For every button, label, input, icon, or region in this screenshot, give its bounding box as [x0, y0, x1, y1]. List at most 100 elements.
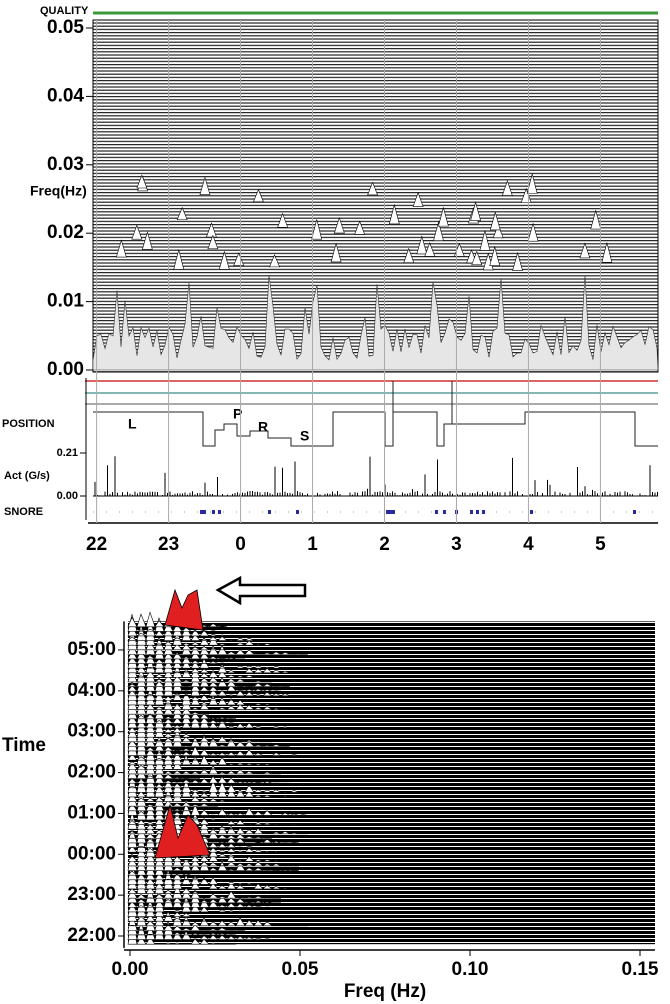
y-tick-label: 0.05	[47, 17, 84, 38]
x-axis-label: Freq (Hz)	[344, 981, 426, 1002]
spectral-blob	[424, 242, 436, 257]
waterfall-peak	[127, 788, 219, 808]
y-axis-label: Freq(Hz)	[30, 183, 87, 199]
spectral-blob	[438, 206, 449, 227]
spectral-blob	[492, 224, 504, 239]
snore-event	[435, 510, 438, 514]
waterfall-peak	[127, 918, 273, 941]
y-tick-label: 0.04	[47, 85, 84, 106]
spectral-blob	[269, 254, 280, 268]
spectral-blob	[367, 181, 379, 196]
waterfall-peak	[127, 766, 291, 784]
snore-event	[268, 510, 271, 514]
spectral-blob	[489, 211, 501, 231]
y-tick-label: 03:00	[67, 721, 116, 742]
x-tick-label: 5	[595, 534, 606, 555]
spectral-blob	[333, 216, 345, 234]
waterfall-peak	[127, 776, 192, 789]
y-tick-label: 04:00	[67, 680, 116, 701]
x-tick-label: 22	[86, 534, 107, 555]
position-trace	[93, 411, 658, 447]
spectral-blob	[403, 247, 415, 263]
spectral-blob	[416, 235, 428, 255]
y-tick-label: 0.03	[47, 154, 84, 175]
position-annotation: S	[300, 428, 309, 444]
y-tick-label: 0.01	[47, 291, 84, 312]
spectral-blob	[526, 172, 538, 194]
position-annotation: R	[258, 419, 268, 435]
snore-event	[296, 510, 299, 514]
waterfall-peak	[127, 786, 237, 803]
spectral-blob	[489, 245, 501, 267]
snore-event	[392, 510, 395, 514]
x-tick-label: 2	[379, 534, 390, 555]
waterfall-peak	[127, 848, 291, 863]
spectral-blob	[252, 188, 264, 203]
position-annotation: L	[128, 416, 137, 432]
spectral-blob	[527, 222, 539, 242]
waterfall-peak	[127, 815, 309, 835]
arrow	[215, 575, 307, 606]
spectral-blob	[479, 230, 491, 251]
spectral-blob	[471, 250, 483, 266]
x-tick-label: 3	[451, 534, 462, 555]
waterfall-peak	[127, 916, 237, 936]
spectral-blob	[218, 250, 230, 270]
y-axis-label: Time	[2, 735, 46, 756]
waterfall-peak	[127, 642, 246, 660]
y-tick-label: 0.02	[47, 222, 84, 243]
snore-event	[482, 510, 485, 514]
spectral-blob	[579, 242, 591, 259]
x-tick-label: 0	[235, 534, 246, 555]
x-tick-label: 0.10	[452, 959, 489, 980]
activity-tick-label: 0.00	[57, 490, 78, 502]
spectral-blob	[176, 206, 188, 221]
x-tick-label: 0.00	[112, 959, 149, 980]
highlight-peak	[154, 803, 211, 859]
waterfall-peak	[127, 872, 300, 890]
activity-tick-label: 0.21	[57, 447, 78, 459]
y-tick-label: 01:00	[67, 802, 116, 823]
spectral-blob	[199, 176, 211, 195]
snore-event	[218, 510, 221, 514]
spectral-blob	[277, 212, 289, 228]
position-label: POSITION	[2, 418, 55, 430]
snore-event	[470, 510, 473, 514]
snore-event	[476, 510, 479, 514]
waterfall-peak	[127, 673, 282, 693]
spectral-peaks	[92, 275, 659, 371]
spectral-blob	[206, 222, 217, 238]
spectral-blob	[590, 209, 602, 230]
spectral-blob	[601, 242, 613, 263]
bottom-panel: 22:00 23:00 00:00 01:00 02:00 03:00 04:00 05:00…	[2, 575, 659, 1002]
y-tick-label: 0.00	[47, 359, 84, 380]
y-tick-label: 00:00	[67, 843, 116, 864]
waterfall-peak	[127, 613, 219, 633]
snore-event	[443, 510, 446, 514]
spectral-blob	[207, 234, 219, 250]
y-tick-label: 23:00	[67, 884, 116, 905]
snore-event	[530, 510, 533, 514]
y-tick-label: 02:00	[67, 762, 116, 783]
x-tick-label: 23	[158, 534, 179, 555]
activity-label: Act (G/s)	[4, 470, 50, 482]
spectral-blob	[131, 224, 143, 240]
x-tick-label: 4	[523, 534, 534, 555]
waterfall-peak	[127, 626, 282, 647]
spectral-blob	[354, 220, 366, 235]
waterfall-peak	[126, 668, 291, 688]
spectral-blob	[470, 201, 482, 221]
snore-event	[633, 510, 636, 514]
position-annotation: P	[233, 406, 242, 422]
y-tick-label: 22:00	[67, 925, 116, 946]
waterfall-peak	[127, 924, 237, 946]
spectral-blob	[330, 242, 342, 263]
spectral-blob	[433, 221, 444, 241]
x-tick-label: 0.05	[282, 959, 319, 980]
spectral-blob	[173, 249, 185, 270]
highlight-peak	[164, 588, 204, 631]
spectral-blob	[141, 231, 153, 250]
spectral-blob	[311, 219, 323, 240]
waterfall-peak	[127, 882, 282, 899]
